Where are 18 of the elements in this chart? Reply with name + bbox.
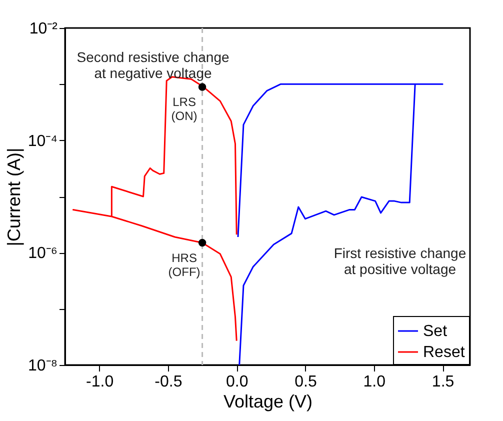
- annotation: First resistive change at positive voltage: [334, 245, 466, 277]
- x-tick-label: -0.5: [154, 374, 182, 390]
- y-tick-label: 10⁻⁶: [28, 245, 58, 262]
- x-tick-label: 1.0: [363, 374, 386, 390]
- legend-label: Reset: [423, 344, 466, 361]
- x-tick-label: 0.5: [294, 374, 317, 390]
- y-tick-label: 10⁻⁴: [28, 132, 58, 150]
- y-tick-label: 10⁻²: [29, 20, 58, 38]
- x-tick-label: 0.0: [226, 374, 248, 390]
- x-tick-label: 1.5: [432, 374, 454, 390]
- x-tick-label: -1.0: [86, 374, 114, 390]
- legend-label: Set: [423, 323, 448, 340]
- y-axis-title: |Current (A)|: [4, 148, 24, 246]
- annotation: LRS (ON): [171, 95, 198, 124]
- x-axis-title: Voltage (V): [223, 392, 313, 412]
- y-tick-label: 10⁻⁸: [28, 358, 58, 374]
- annotation: HRS (OFF): [168, 250, 200, 279]
- annotation: Second resistive change at negative voltage: [76, 49, 230, 81]
